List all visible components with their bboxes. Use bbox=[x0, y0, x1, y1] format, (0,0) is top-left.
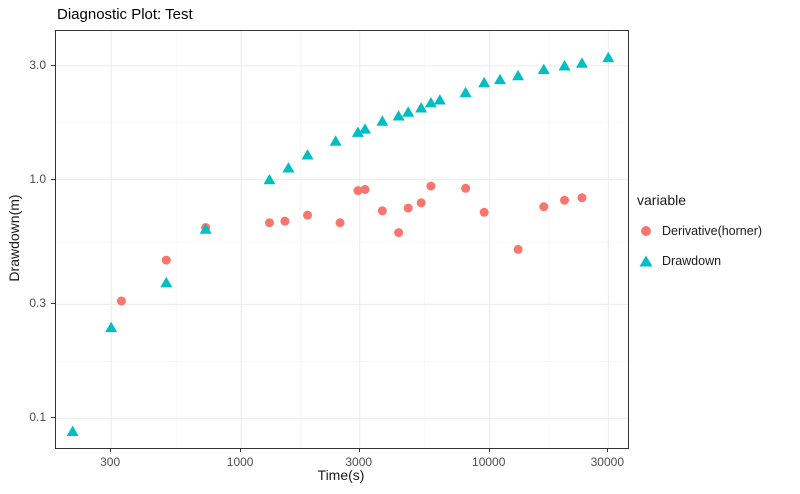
data-point-drawdown bbox=[512, 69, 525, 81]
y-tick-mark bbox=[51, 303, 55, 305]
y-tick-label: 3.0 bbox=[29, 57, 46, 72]
data-point-drawdown bbox=[415, 102, 428, 113]
data-point-derivative bbox=[353, 186, 363, 196]
data-point-derivative bbox=[360, 184, 370, 194]
data-point-derivative bbox=[303, 210, 313, 220]
x-tick-label: 3000 bbox=[345, 455, 373, 469]
x-tick-mark bbox=[240, 448, 242, 452]
x-tick-mark bbox=[488, 448, 490, 452]
y-tick-label: 1.0 bbox=[29, 171, 46, 186]
data-point-drawdown bbox=[282, 162, 295, 173]
data-point-derivative bbox=[280, 216, 290, 226]
legend: variable Derivative(horner) Drawdown bbox=[637, 192, 762, 280]
data-point-drawdown bbox=[537, 63, 550, 74]
legend-entry-label: Derivative(horner) bbox=[662, 224, 763, 238]
y-axis-title: Drawdown(m) bbox=[6, 194, 22, 282]
drawdown-marker-icon bbox=[639, 255, 653, 267]
data-point-derivative bbox=[539, 202, 549, 212]
data-point-derivative bbox=[479, 207, 489, 217]
x-tick-label: 30000 bbox=[590, 455, 624, 469]
data-point-drawdown bbox=[402, 106, 415, 117]
data-point-drawdown bbox=[602, 51, 615, 63]
data-point-drawdown bbox=[329, 135, 342, 146]
x-tick-mark bbox=[110, 448, 112, 452]
x-axis-title: Time(s) bbox=[317, 467, 365, 483]
plot-area bbox=[56, 31, 628, 448]
data-point-drawdown bbox=[494, 73, 507, 85]
y-tick-mark bbox=[51, 178, 55, 180]
plot-panel bbox=[55, 30, 629, 449]
y-tick-label: 0.3 bbox=[29, 296, 46, 311]
y-tick-label: 0.1 bbox=[29, 410, 46, 425]
y-tick-mark bbox=[51, 417, 55, 419]
data-point-derivative bbox=[426, 181, 436, 191]
data-point-derivative bbox=[335, 218, 345, 228]
data-point-derivative bbox=[560, 195, 570, 205]
y-tick-mark bbox=[51, 64, 55, 66]
legend-entry-label: Drawdown bbox=[662, 254, 722, 268]
data-point-derivative bbox=[461, 183, 471, 193]
data-point-drawdown bbox=[478, 76, 491, 88]
x-tick-label: 300 bbox=[100, 455, 121, 469]
data-point-drawdown bbox=[199, 223, 212, 234]
x-tick-mark bbox=[358, 448, 360, 452]
data-point-drawdown bbox=[558, 60, 571, 71]
data-point-derivative bbox=[403, 203, 413, 213]
data-point-drawdown bbox=[433, 94, 446, 105]
data-point-drawdown bbox=[392, 110, 405, 121]
chart-title: Diagnostic Plot: Test bbox=[57, 6, 193, 23]
data-point-derivative bbox=[264, 218, 274, 228]
data-point-drawdown bbox=[575, 57, 588, 68]
data-point-derivative bbox=[116, 296, 126, 306]
x-tick-label: 1000 bbox=[226, 455, 254, 469]
data-point-drawdown bbox=[376, 115, 389, 126]
derivative-marker-icon bbox=[641, 226, 651, 236]
legend-entry-derivative: Derivative(horner) bbox=[637, 220, 762, 242]
data-point-derivative bbox=[513, 244, 523, 254]
data-point-drawdown bbox=[66, 425, 79, 437]
data-point-drawdown bbox=[424, 97, 437, 108]
x-tick-mark bbox=[607, 448, 609, 452]
x-tick-label: 10000 bbox=[472, 455, 506, 469]
data-point-drawdown bbox=[358, 123, 371, 134]
data-point-derivative bbox=[161, 255, 171, 265]
data-point-drawdown bbox=[301, 149, 314, 160]
data-point-drawdown bbox=[263, 173, 276, 185]
data-point-derivative bbox=[377, 206, 387, 216]
data-point-derivative bbox=[577, 193, 587, 203]
data-point-drawdown bbox=[160, 276, 173, 288]
data-point-drawdown bbox=[459, 86, 472, 98]
legend-entry-drawdown: Drawdown bbox=[637, 250, 762, 272]
data-point-derivative bbox=[394, 228, 404, 238]
data-point-drawdown bbox=[351, 126, 364, 137]
legend-title: variable bbox=[637, 192, 687, 208]
data-point-drawdown bbox=[105, 321, 118, 333]
data-point-derivative bbox=[416, 198, 426, 208]
